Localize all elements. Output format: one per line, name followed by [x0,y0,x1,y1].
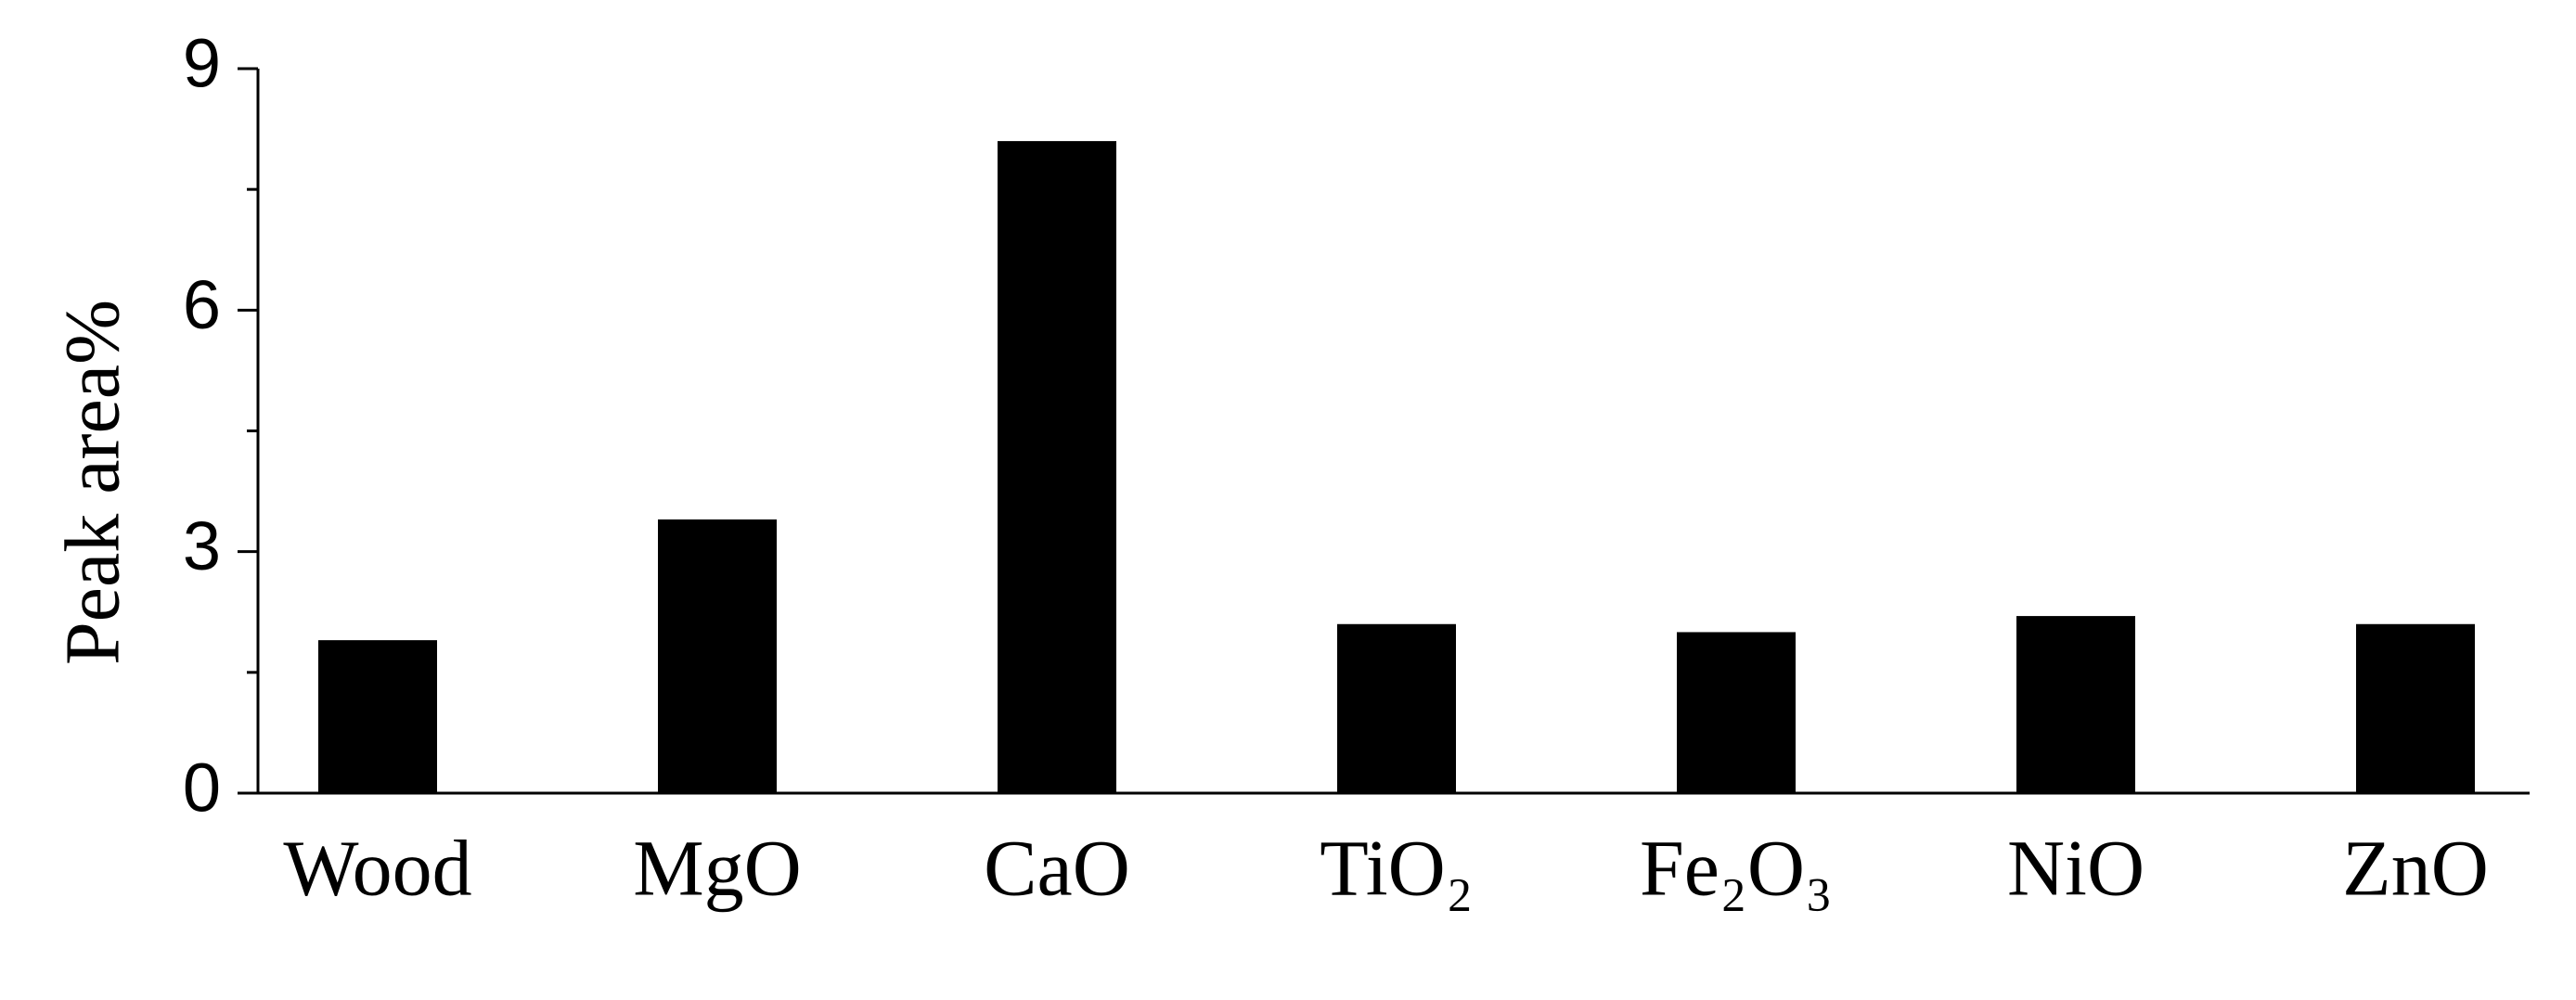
bar [318,640,437,793]
x-tick-label: NiO [2007,824,2145,913]
x-tick-label: Wood [283,824,471,913]
bar [658,519,777,793]
x-tick-label: ZnO [2342,824,2489,913]
y-axis-label: Peak area% [49,300,135,665]
bar [2356,623,2475,793]
y-tick-label: 0 [183,750,221,827]
x-tick-label: CaO [984,824,1130,913]
bar [1677,632,1796,793]
bar [998,141,1116,794]
x-tick-label: MgO [633,824,802,913]
y-tick-label: 3 [183,507,221,584]
y-tick-label: 6 [183,266,221,343]
bar [2016,616,2135,793]
bar [1337,623,1456,793]
x-tick-label: Fe₂O₃ [1640,824,1833,913]
x-tick-label: TiO₂ [1320,824,1474,913]
y-tick-label: 9 [183,25,221,102]
